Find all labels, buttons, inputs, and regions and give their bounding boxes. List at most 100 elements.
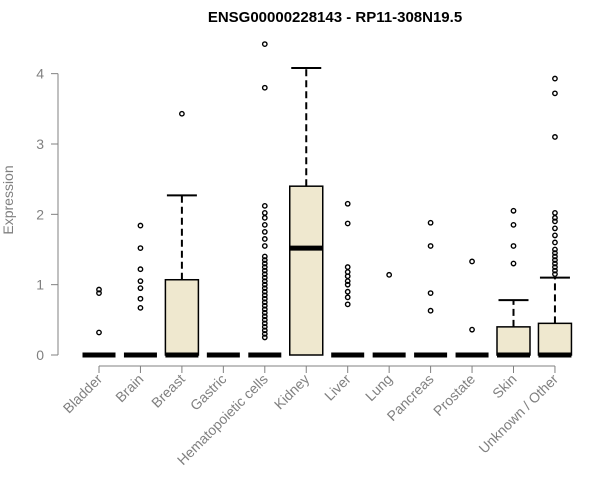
outlier-point	[137, 295, 144, 302]
outlier-point	[261, 292, 268, 299]
box-group	[455, 258, 489, 358]
x-tick-label: Lung	[362, 371, 395, 404]
x-tick-label: Bladder	[60, 371, 106, 417]
box-group	[248, 41, 282, 358]
x-tick-label: Brain	[112, 371, 146, 405]
outlier-point	[344, 200, 351, 207]
outlier-point	[261, 271, 268, 278]
outlier-point	[261, 281, 268, 288]
outlier-point	[96, 329, 102, 336]
outlier-point	[552, 267, 558, 274]
outlier-point	[261, 267, 268, 274]
outlier-point	[137, 266, 144, 273]
outlier-point	[261, 84, 268, 91]
outlier-point	[137, 222, 144, 229]
outlier-point	[552, 271, 558, 278]
outlier-point	[552, 214, 558, 221]
chart-title: ENSG00000228143 - RP11-308N19.5	[208, 9, 462, 26]
outlier-point	[344, 264, 351, 270]
outlier-point	[261, 253, 268, 260]
outlier-point	[261, 264, 268, 270]
x-tick-label: Skin	[489, 371, 520, 402]
y-tick-label: 1	[36, 277, 44, 293]
outlier-point	[552, 250, 558, 256]
outlier-point	[510, 221, 517, 228]
outlier-point	[552, 232, 558, 239]
outlier-point	[261, 316, 268, 323]
outlier-point	[427, 290, 434, 297]
outlier-point	[261, 257, 268, 263]
outlier-point	[552, 253, 558, 260]
outlier-point	[261, 302, 268, 309]
outlier-point	[261, 295, 268, 302]
outlier-point	[137, 245, 144, 251]
outlier-point	[261, 236, 268, 242]
outlier-point	[261, 327, 268, 334]
outlier-point	[510, 207, 517, 214]
outlier-point	[552, 239, 558, 246]
outlier-point	[261, 243, 268, 249]
box-group	[372, 271, 406, 358]
outlier-point	[510, 260, 517, 267]
outlier-point	[344, 288, 351, 295]
outlier-point	[344, 301, 351, 308]
outlier-point	[552, 218, 558, 225]
outlier-point	[344, 220, 351, 227]
outlier-point	[344, 269, 351, 275]
y-tick-label: 4	[36, 66, 44, 82]
outlier-point	[469, 258, 475, 265]
outlier-point	[137, 278, 144, 285]
x-tick-label: Liver	[321, 371, 354, 404]
outlier-point	[261, 285, 268, 292]
box-group	[123, 222, 157, 358]
outlier-point	[552, 257, 558, 263]
box-iqr	[164, 278, 200, 356]
box-group	[164, 110, 200, 358]
outlier-point	[344, 278, 351, 285]
outlier-point	[552, 90, 558, 97]
outlier-point	[261, 214, 268, 221]
outlier-point	[96, 286, 102, 293]
box-iqr	[496, 326, 531, 356]
outlier-point	[427, 307, 434, 314]
outlier-point	[178, 110, 185, 117]
outlier-point	[552, 264, 558, 270]
outlier-point	[261, 330, 268, 337]
box-group	[414, 219, 448, 358]
outlier-point	[261, 299, 268, 306]
outlier-point	[261, 274, 268, 281]
outlier-point	[261, 221, 268, 228]
outlier-point	[261, 278, 268, 285]
outlier-point	[510, 243, 517, 249]
box-iqr	[537, 322, 573, 356]
outlier-point	[261, 288, 268, 295]
outlier-point	[261, 260, 268, 267]
x-tick-label: Breast	[148, 371, 188, 411]
y-axis: 0 1 2 3 4	[36, 66, 59, 363]
box-group	[537, 75, 573, 358]
outlier-point	[261, 334, 268, 341]
outlier-point	[552, 134, 558, 140]
outlier-point	[261, 313, 268, 320]
outlier-point	[261, 202, 268, 209]
x-tick-label: Prostate	[430, 371, 478, 419]
y-tick-label: 2	[36, 206, 44, 222]
box-group	[82, 286, 116, 358]
outlier-point	[552, 75, 558, 82]
outlier-point	[261, 320, 268, 327]
box-group	[289, 67, 324, 356]
outlier-point	[137, 304, 144, 311]
outlier-point	[552, 225, 558, 232]
box-iqr	[289, 185, 324, 356]
outlier-point	[552, 260, 558, 267]
outlier-point	[261, 210, 268, 216]
box-group	[496, 207, 531, 358]
y-tick-label: 0	[36, 347, 44, 363]
outlier-point	[137, 285, 144, 292]
outlier-point	[261, 306, 268, 313]
outlier-point	[261, 229, 268, 235]
outlier-point	[344, 294, 351, 301]
